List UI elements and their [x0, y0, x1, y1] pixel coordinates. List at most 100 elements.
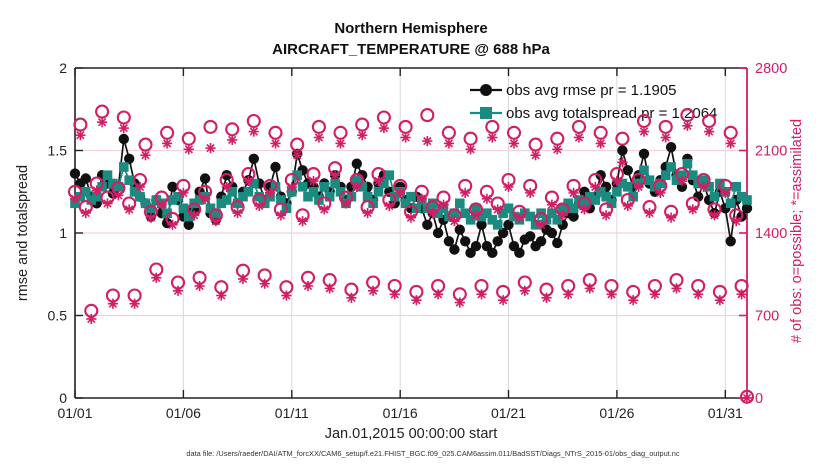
- obs-assimilated-marker: [617, 157, 628, 168]
- totalspread-point: [655, 178, 666, 189]
- totalspread-point: [227, 187, 237, 197]
- totalspread-point: [81, 187, 91, 197]
- totalspread-point: [449, 208, 460, 218]
- obs-assimilated-marker: [438, 199, 449, 210]
- totalspread-point: [173, 191, 183, 202]
- obs-assimilated-marker: [563, 289, 574, 300]
- totalspread-point: [742, 195, 752, 205]
- obs-assimilated-marker: [693, 289, 704, 300]
- obs-assimilated-marker: [611, 176, 622, 187]
- legend-label-rmse: obs avg rmse pr = 1.1905: [506, 82, 677, 99]
- totalspread-point: [254, 191, 265, 202]
- obs-possible-marker: [138, 137, 153, 152]
- obs-assimilated-marker: [687, 204, 698, 215]
- totalspread-point: [91, 191, 102, 202]
- obs-assimilated-marker: [704, 126, 715, 137]
- totalspread-point: [530, 220, 541, 230]
- obs-assimilated-marker: [237, 273, 249, 285]
- totalspread-point: [319, 182, 330, 192]
- obs-possible-marker: [593, 125, 608, 140]
- obs-assimilated-marker: [449, 216, 460, 227]
- obs-assimilated-marker: [162, 138, 173, 149]
- obs-assimilated-marker: [302, 280, 314, 292]
- obs-assimilated-marker: [156, 199, 167, 210]
- rmse-point: [725, 236, 736, 247]
- obs-assimilated-marker: [498, 295, 509, 306]
- totalspread-point: [178, 203, 189, 214]
- totalspread-point: [612, 187, 622, 197]
- rmse-point: [199, 173, 211, 184]
- svg-text:0.5: 0.5: [48, 308, 68, 324]
- obs-assimilated-marker: [709, 210, 720, 221]
- obs-possible-marker: [398, 119, 413, 134]
- obs-assimilated-marker: [411, 295, 422, 306]
- rmse-point: [514, 247, 525, 258]
- totalspread-point: [617, 178, 628, 189]
- totalspread-point: [677, 170, 687, 180]
- svg-text:01/01: 01/01: [57, 405, 92, 421]
- obs-assimilated-marker: [584, 283, 595, 294]
- obs-possible-marker: [485, 119, 500, 134]
- totalspread-point: [75, 191, 86, 202]
- totalspread-point: [232, 198, 243, 209]
- obs-assimilated-marker: [178, 187, 189, 198]
- obs-possible-marker: [420, 108, 435, 123]
- totalspread-point: [330, 178, 340, 189]
- totalspread-point: [698, 175, 709, 185]
- obs-assimilated-marker: [736, 289, 747, 300]
- obs-assimilated-marker: [492, 204, 503, 215]
- totalspread-point: [276, 195, 286, 205]
- obs-assimilated-marker: [346, 292, 357, 303]
- obs-possible-marker: [116, 110, 131, 125]
- obs-assimilated-marker: [660, 132, 671, 143]
- obs-assimilated-marker: [595, 138, 606, 149]
- totalspread-point: [552, 215, 563, 225]
- rmse-point: [221, 170, 232, 181]
- obs-assimilated-marker: [232, 207, 243, 219]
- obs-assimilated-marker: [221, 181, 232, 193]
- totalspread-point: [725, 198, 736, 209]
- obs-assimilated-marker: [275, 210, 286, 221]
- totalspread-point: [108, 178, 118, 189]
- totalspread-point: [124, 175, 134, 185]
- rmse-point: [503, 219, 514, 230]
- totalspread-point: [297, 182, 308, 192]
- totalspread-point: [140, 198, 151, 209]
- obs-assimilated-marker: [481, 193, 492, 204]
- obs-assimilated-marker: [536, 219, 547, 230]
- obs-assimilated-marker: [454, 297, 465, 308]
- obs-possible-marker: [463, 131, 478, 146]
- obs-assimilated-marker: [443, 138, 454, 149]
- rmse-point: [69, 168, 81, 179]
- rmse-point: [270, 161, 281, 173]
- totalspread-point: [590, 195, 601, 205]
- obs-assimilated-marker: [118, 123, 129, 134]
- obs-count-markers-layer: [67, 104, 755, 404]
- chart-title-line2: AIRCRAFT_TEMPERATURE @ 688 hPa: [272, 41, 550, 58]
- obs-assimilated-marker: [189, 210, 200, 221]
- totalspread-point: [238, 191, 248, 202]
- totalspread-point: [249, 178, 259, 189]
- obs-assimilated-marker: [682, 120, 693, 131]
- obs-assimilated-marker: [140, 150, 151, 161]
- obs-assimilated-marker: [671, 283, 682, 294]
- rmse-point: [638, 148, 650, 159]
- totalspread-point: [162, 208, 172, 218]
- obs-possible-marker: [376, 110, 391, 125]
- obs-possible-marker: [506, 125, 522, 140]
- totalspread-point: [666, 162, 676, 172]
- obs-assimilated-marker: [80, 207, 91, 219]
- obs-assimilated-marker: [487, 132, 498, 143]
- legend-marker-totalspread-square: [480, 107, 492, 119]
- obs-possible-marker: [571, 119, 587, 134]
- totalspread-point: [471, 203, 481, 214]
- rmse-point: [124, 153, 135, 164]
- totalspread-point: [482, 208, 492, 218]
- obs-possible-marker: [73, 117, 88, 132]
- obs-assimilated-marker: [330, 170, 341, 181]
- totalspread-point: [119, 162, 129, 172]
- obs-assimilated-marker: [525, 187, 536, 198]
- obs-assimilated-marker: [172, 285, 184, 296]
- obs-assimilated-marker: [384, 200, 395, 211]
